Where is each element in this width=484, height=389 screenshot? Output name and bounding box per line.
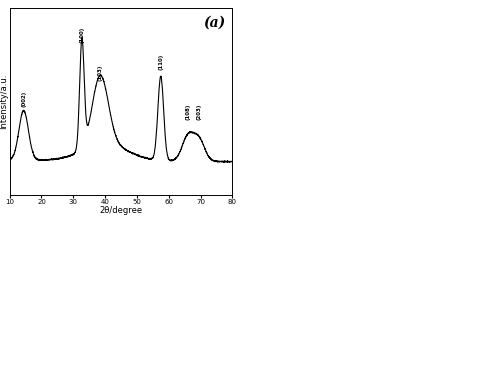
Text: (108): (108) bbox=[185, 103, 190, 120]
Ellipse shape bbox=[243, 22, 279, 39]
Ellipse shape bbox=[237, 30, 250, 40]
Ellipse shape bbox=[304, 55, 310, 81]
Ellipse shape bbox=[343, 39, 352, 57]
Text: (a): (a) bbox=[203, 15, 226, 29]
Ellipse shape bbox=[261, 70, 279, 89]
Ellipse shape bbox=[314, 20, 326, 39]
Text: (100): (100) bbox=[79, 27, 84, 43]
Text: (002): (002) bbox=[21, 91, 26, 107]
Ellipse shape bbox=[269, 82, 280, 101]
X-axis label: 2θ/degree: 2θ/degree bbox=[99, 206, 143, 215]
Ellipse shape bbox=[314, 74, 345, 91]
Text: (c): (c) bbox=[141, 215, 161, 228]
Text: (103): (103) bbox=[98, 64, 103, 81]
Text: (110): (110) bbox=[158, 54, 163, 70]
Text: 2μm: 2μm bbox=[301, 144, 332, 157]
Y-axis label: Intensity/a.u.: Intensity/a.u. bbox=[0, 74, 8, 129]
Text: (203): (203) bbox=[197, 103, 201, 120]
